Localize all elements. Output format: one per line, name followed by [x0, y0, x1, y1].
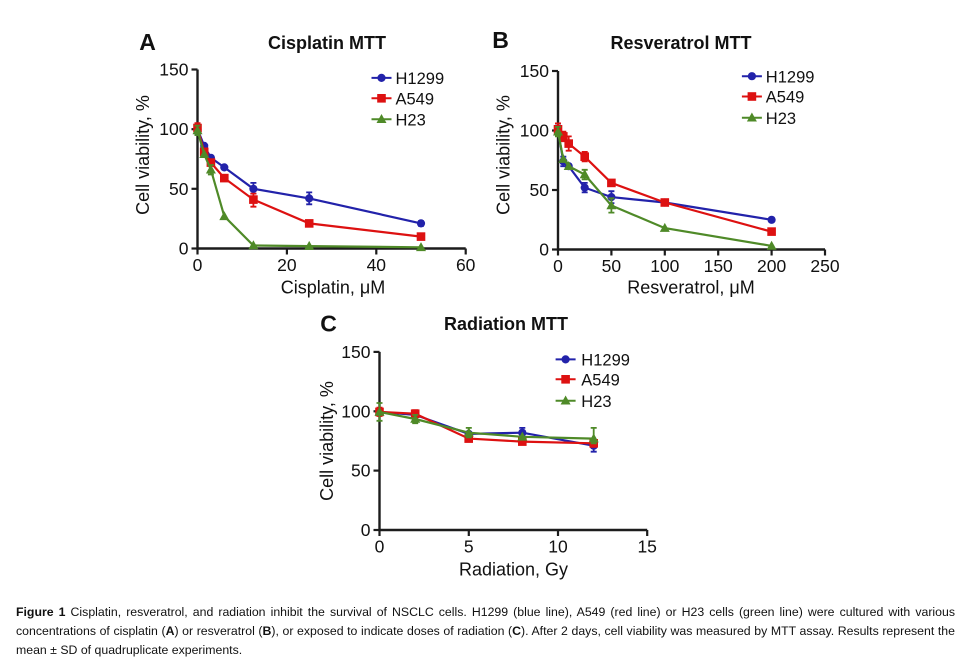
svg-text:0: 0	[375, 537, 385, 557]
svg-text:5: 5	[464, 537, 474, 557]
svg-text:A549: A549	[396, 91, 435, 109]
svg-text:100: 100	[520, 121, 549, 141]
svg-text:A: A	[139, 29, 156, 55]
svg-text:0: 0	[553, 256, 563, 276]
svg-text:15: 15	[637, 537, 656, 557]
svg-text:150: 150	[520, 61, 549, 81]
svg-text:50: 50	[351, 461, 371, 481]
svg-text:Radiation, Gy: Radiation, Gy	[459, 560, 568, 580]
svg-text:Cell viability, %: Cell viability, %	[317, 381, 337, 501]
svg-text:10: 10	[548, 537, 568, 557]
svg-text:C: C	[320, 311, 337, 337]
svg-text:Cell viability, %: Cell viability, %	[133, 95, 153, 215]
svg-text:250: 250	[810, 256, 839, 276]
svg-text:0: 0	[179, 239, 189, 259]
svg-text:A549: A549	[581, 372, 620, 390]
svg-text:0: 0	[539, 240, 549, 260]
svg-text:40: 40	[367, 255, 387, 275]
svg-text:50: 50	[169, 179, 189, 199]
svg-text:0: 0	[361, 520, 371, 540]
svg-text:Cisplatin MTT: Cisplatin MTT	[268, 33, 386, 53]
svg-text:100: 100	[341, 401, 370, 421]
svg-text:H1299: H1299	[581, 352, 630, 370]
svg-text:H23: H23	[766, 110, 796, 128]
svg-text:H23: H23	[581, 393, 611, 411]
svg-text:20: 20	[277, 255, 297, 275]
svg-text:150: 150	[159, 60, 188, 80]
svg-text:0: 0	[193, 255, 203, 275]
svg-text:B: B	[492, 27, 509, 53]
svg-text:150: 150	[704, 256, 733, 276]
svg-text:H23: H23	[396, 111, 426, 129]
svg-text:Radiation MTT: Radiation MTT	[444, 314, 568, 334]
svg-text:A549: A549	[766, 89, 805, 107]
svg-text:Resveratrol, μM: Resveratrol, μM	[627, 278, 754, 298]
svg-text:Resveratrol MTT: Resveratrol MTT	[610, 33, 751, 53]
svg-text:Cisplatin, μM: Cisplatin, μM	[281, 278, 385, 298]
svg-text:H1299: H1299	[766, 68, 815, 86]
svg-text:50: 50	[602, 256, 622, 276]
svg-text:100: 100	[650, 256, 679, 276]
svg-text:Cell viability, %: Cell viability, %	[493, 95, 513, 215]
svg-text:100: 100	[159, 119, 188, 139]
svg-text:200: 200	[757, 256, 786, 276]
svg-text:H1299: H1299	[396, 70, 445, 88]
svg-text:60: 60	[456, 255, 476, 275]
svg-text:150: 150	[341, 342, 370, 362]
svg-text:50: 50	[530, 180, 550, 200]
